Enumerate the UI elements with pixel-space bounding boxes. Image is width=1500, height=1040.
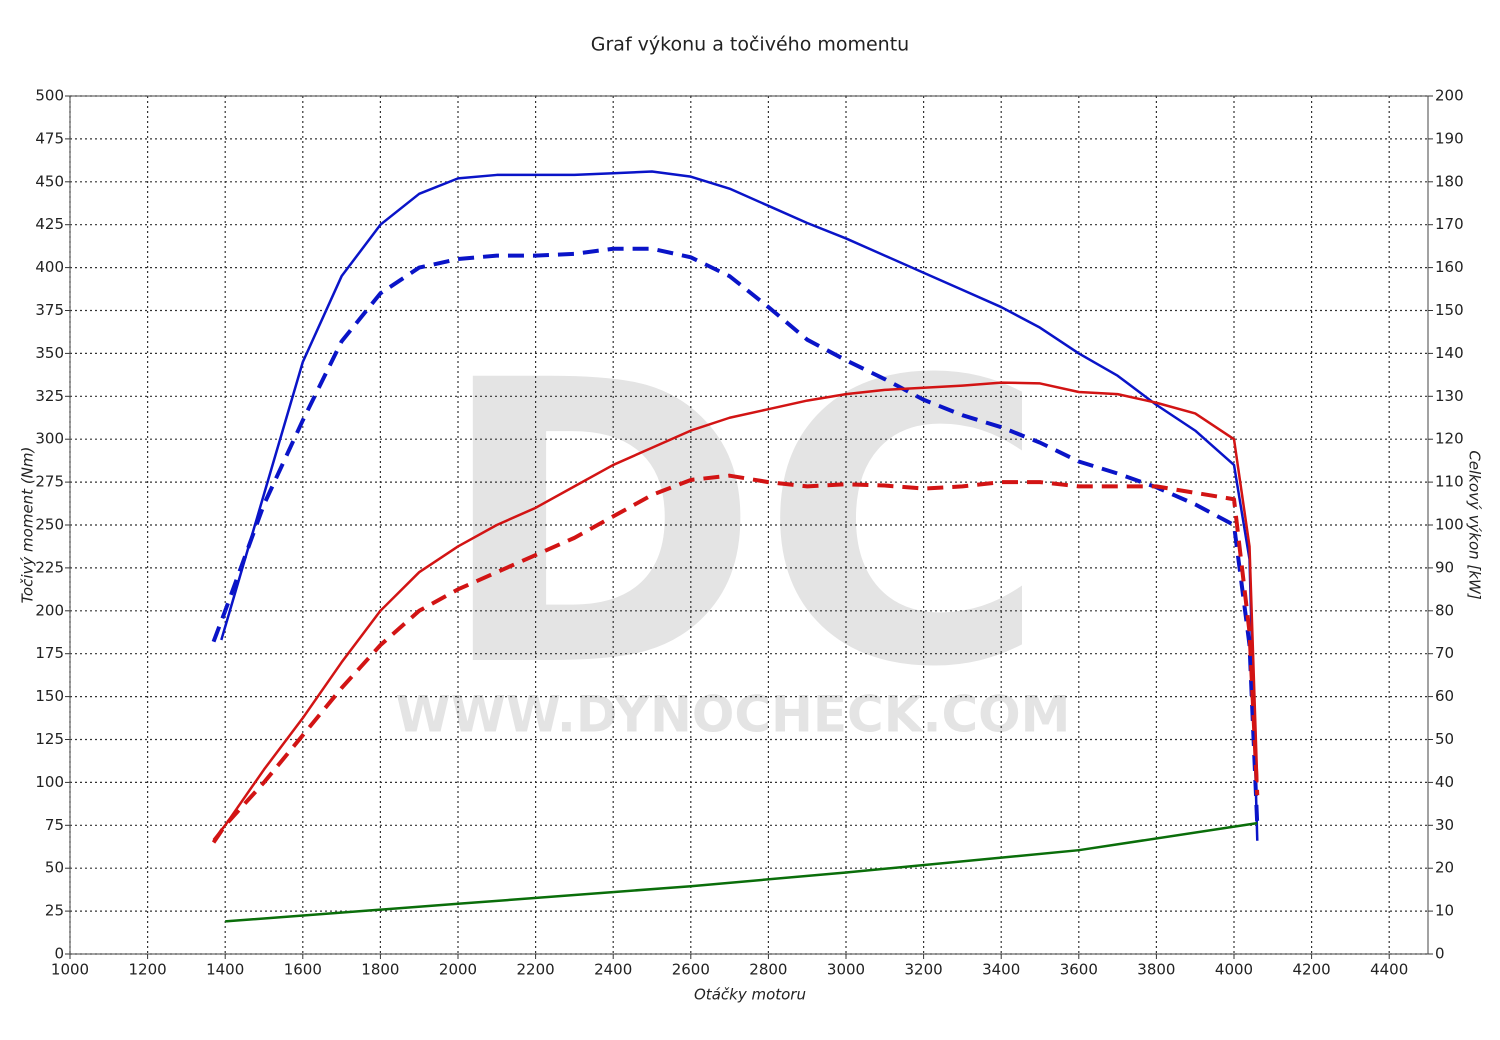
y2-tick-label: 0 xyxy=(1435,945,1445,963)
y-tick-label: 150 xyxy=(35,687,64,705)
y-tick-label: 400 xyxy=(35,258,64,276)
y2-tick-label: 30 xyxy=(1435,816,1454,834)
x-tick-label: 2000 xyxy=(439,961,477,979)
x-tick-label: 2600 xyxy=(672,961,710,979)
y-tick-label: 50 xyxy=(45,859,64,877)
y2-tick-label: 120 xyxy=(1435,430,1464,448)
y-tick-label: 275 xyxy=(35,473,64,491)
series-line xyxy=(220,170,1259,841)
x-tick-label: 3200 xyxy=(905,961,943,979)
y2-tick-label: 70 xyxy=(1435,644,1454,662)
y-tick-label: 375 xyxy=(35,301,64,319)
x-tick-label: 1600 xyxy=(284,961,322,979)
y-tick-label: 25 xyxy=(45,902,64,920)
x-tick-label: 4400 xyxy=(1370,961,1408,979)
y2-axis-label: Celkový výkon [kW] xyxy=(1466,450,1484,600)
y2-tick-label: 80 xyxy=(1435,601,1454,619)
x-tick-label: 4000 xyxy=(1215,961,1253,979)
series-line xyxy=(211,246,1260,826)
series-line xyxy=(212,381,1259,841)
x-axis-label: Otáčky motoru xyxy=(694,986,806,1004)
y-tick-label: 325 xyxy=(35,387,64,405)
y2-tick-label: 60 xyxy=(1435,687,1454,705)
x-tick-label: 2800 xyxy=(749,961,787,979)
y-tick-label: 300 xyxy=(35,430,64,448)
y-tick-label: 425 xyxy=(35,215,64,233)
y2-tick-label: 50 xyxy=(1435,730,1454,748)
y-tick-label: 500 xyxy=(35,87,64,105)
y-tick-label: 200 xyxy=(35,601,64,619)
y-tick-label: 350 xyxy=(35,344,64,362)
y-tick-label: 100 xyxy=(35,773,64,791)
x-tick-label: 3600 xyxy=(1060,961,1098,979)
y2-tick-label: 130 xyxy=(1435,387,1464,405)
x-tick-label: 4200 xyxy=(1293,961,1331,979)
x-tick-label: 2200 xyxy=(517,961,555,979)
y2-tick-label: 140 xyxy=(1435,344,1464,362)
x-tick-label: 1000 xyxy=(51,961,89,979)
y2-tick-label: 110 xyxy=(1435,473,1464,491)
y2-tick-label: 150 xyxy=(1435,301,1464,319)
y2-tick-label: 200 xyxy=(1435,87,1464,105)
y2-tick-label: 90 xyxy=(1435,558,1454,576)
x-tick-label: 2400 xyxy=(594,961,632,979)
watermark-url: WWW.DYNOCHECK.COM xyxy=(396,686,1071,744)
plot-frame xyxy=(69,95,1429,955)
x-tick-label: 3400 xyxy=(982,961,1020,979)
x-tick-label: 3000 xyxy=(827,961,865,979)
y2-tick-label: 20 xyxy=(1435,859,1454,877)
y-tick-label: 450 xyxy=(35,172,64,190)
y2-tick-label: 160 xyxy=(1435,258,1464,276)
y2-tick-label: 190 xyxy=(1435,129,1464,147)
y2-tick-label: 40 xyxy=(1435,773,1454,791)
x-tick-label: 1800 xyxy=(361,961,399,979)
x-tick-label: 3800 xyxy=(1137,961,1175,979)
y-tick-label: 0 xyxy=(54,945,64,963)
y-tick-label: 225 xyxy=(35,558,64,576)
series-line xyxy=(225,821,1258,923)
x-tick-label: 1400 xyxy=(206,961,244,979)
y2-tick-label: 180 xyxy=(1435,172,1464,190)
y-tick-label: 75 xyxy=(45,816,64,834)
y-tick-label: 125 xyxy=(35,730,64,748)
y-tick-label: 475 xyxy=(35,129,64,147)
y2-tick-label: 10 xyxy=(1435,902,1454,920)
y-axis-label: Točivý moment (Nm) xyxy=(19,447,37,604)
y2-tick-label: 170 xyxy=(1435,215,1464,233)
x-tick-label: 1200 xyxy=(129,961,167,979)
y-tick-label: 250 xyxy=(35,516,64,534)
chart-title: Graf výkonu a točivého momentu xyxy=(591,34,909,56)
y2-tick-label: 100 xyxy=(1435,516,1464,534)
y-tick-label: 175 xyxy=(35,644,64,662)
